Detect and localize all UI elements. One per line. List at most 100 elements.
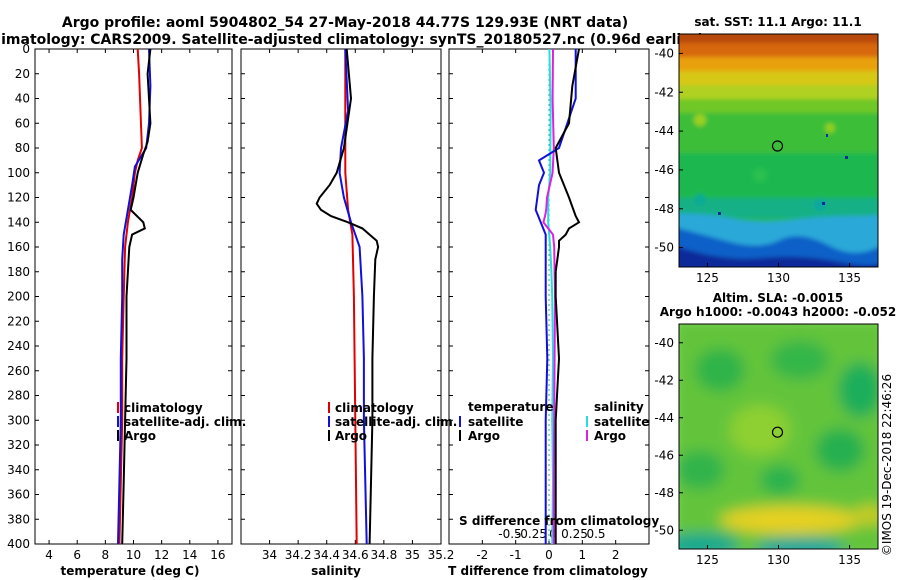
- map-ytick-label: -42: [654, 373, 674, 387]
- ytick-label: 320: [7, 438, 30, 452]
- series-satellite-adj-clim-: [117, 48, 152, 545]
- s-diff-tick-label: 0.25: [561, 527, 588, 541]
- xtick-label: 34.2: [285, 548, 312, 562]
- series-salinity-argo: [542, 48, 557, 544]
- difference-legend: temperature satellite Argo salinity sate…: [459, 400, 649, 443]
- ytick-label: 140: [7, 215, 30, 229]
- xtick-label: -1: [510, 548, 522, 562]
- series-argo: [121, 48, 152, 545]
- difference-xlabel: T difference from climatology: [448, 564, 648, 578]
- legend-temp-satellite: satellite: [468, 415, 523, 429]
- xtick-label: 12: [154, 548, 169, 562]
- map-ytick-label: -50: [654, 241, 674, 255]
- title-line1: Argo profile: aoml 5904802_54 27-May-201…: [62, 15, 628, 31]
- legend-temp-argo: Argo: [468, 429, 500, 443]
- xtick-label: 16: [210, 548, 225, 562]
- series-satellite-adj-clim-: [338, 48, 368, 545]
- sst-map-axes: 125 130 135 -40 -42 -44 -46 -48 -50: [654, 46, 861, 285]
- temperature-legend: climatology satellite-adj. clim. Argo: [117, 401, 246, 443]
- xtick-label: 4: [45, 548, 53, 562]
- ytick-label: 400: [7, 537, 30, 551]
- legend-argo: Argo: [335, 429, 367, 443]
- xtick-label: 2: [612, 548, 620, 562]
- xtick-label: 34.6: [342, 548, 369, 562]
- xtick-label: 35.2: [428, 548, 455, 562]
- map-ytick-label: -40: [654, 336, 674, 350]
- difference-axes: -2 -1 0 1 2-0.5-0.25 0 0.250.5: [449, 48, 649, 562]
- series-salinity-satellite: [547, 48, 555, 545]
- map-ytick-label: -50: [654, 523, 674, 537]
- map-ytick-label: -46: [654, 163, 674, 177]
- xtick-label: 34.4: [313, 548, 340, 562]
- ytick-label: 40: [15, 92, 30, 106]
- ytick-label: 0: [22, 42, 30, 56]
- temperature-xlabel: temperature (deg C): [61, 564, 200, 578]
- sla-argo-location-marker: [771, 426, 784, 438]
- map-xtick-label: 125: [696, 553, 719, 567]
- s-difference-label: S difference from climatology: [459, 514, 659, 528]
- legend-salinity-heading: salinity: [594, 400, 644, 414]
- salinity-axes: 34 34.2 34.4 34.6 34.8 35 35.2: [241, 48, 455, 562]
- xtick-label: 0: [545, 548, 553, 562]
- xtick-label: 34.8: [370, 548, 397, 562]
- legend-climatology: climatology: [335, 401, 414, 415]
- salinity-xlabel: salinity: [311, 564, 361, 578]
- map-xtick-label: 130: [767, 553, 790, 567]
- map-ytick-label: -44: [654, 411, 674, 425]
- xtick-label: 14: [182, 548, 197, 562]
- ytick-label: 360: [7, 488, 30, 502]
- legend-satellite-adj: satellite-adj. clim.: [124, 415, 246, 429]
- ytick-label: 220: [7, 314, 30, 328]
- map-ytick-label: -48: [654, 486, 674, 500]
- sla-map-axes: 125 130 135 -40 -42 -44 -46 -48 -50: [654, 336, 861, 567]
- sla-heatmap: [679, 324, 878, 549]
- map-ytick-label: -42: [654, 85, 674, 99]
- xtick-label: 34: [262, 548, 277, 562]
- xtick-label: 6: [73, 548, 81, 562]
- legend-argo: Argo: [124, 429, 156, 443]
- map-xtick-label: 130: [767, 271, 790, 285]
- ytick-label: 280: [7, 389, 30, 403]
- ytick-label: 380: [7, 512, 30, 526]
- legend-sal-argo: Argo: [594, 429, 626, 443]
- series-temperature-argo: [554, 48, 581, 544]
- sst-heatmap: [679, 34, 878, 267]
- sla-map-title-line1: Altim. SLA: -0.0015: [713, 291, 844, 305]
- ytick-label: 120: [7, 191, 30, 205]
- map-ytick-label: -48: [654, 202, 674, 216]
- salinity-plot: [240, 48, 442, 545]
- difference-plot: [448, 48, 650, 545]
- profile-lines: [117, 48, 581, 545]
- map-xtick-label: 125: [696, 271, 719, 285]
- map-xtick-label: 135: [838, 271, 861, 285]
- xtick-label: 1: [579, 548, 587, 562]
- series-argo: [315, 48, 380, 545]
- map-ytick-label: -44: [654, 124, 674, 138]
- legend-sal-satellite: satellite: [594, 415, 649, 429]
- ytick-label: 300: [7, 413, 30, 427]
- legend-temperature-heading: temperature: [468, 400, 553, 414]
- ytick-label: 260: [7, 364, 30, 378]
- xtick-label: -2: [476, 548, 488, 562]
- s-diff-tick-label: -0.25: [516, 527, 547, 541]
- s-diff-tick-label: -0.5: [498, 527, 521, 541]
- xtick-label: 35: [405, 548, 420, 562]
- ytick-label: 180: [7, 265, 30, 279]
- map-ytick-label: -46: [654, 448, 674, 462]
- map-ytick-label: -40: [654, 46, 674, 60]
- s-diff-tick-label: 0.5: [586, 527, 605, 541]
- ytick-label: 240: [7, 339, 30, 353]
- ytick-label: 60: [15, 116, 30, 130]
- legend-climatology: climatology: [124, 401, 203, 415]
- temperature-plot: [34, 48, 233, 545]
- title-line2: Climatology: CARS2009. Satellite-adjuste…: [0, 32, 704, 48]
- series-temperature-satellite: [534, 49, 577, 544]
- ytick-label: 100: [7, 166, 30, 180]
- legend-satellite-adj: satellite-adj. clim.: [335, 415, 457, 429]
- imos-timestamp: ©IMOS 19-Dec-2018 22:46:26: [880, 374, 894, 556]
- sla-map-title-line2: Argo h1000: -0.0043 h2000: -0.052: [660, 305, 896, 319]
- xtick-label: 8: [102, 548, 110, 562]
- temperature-axes: 0 20 40 60 80 100 120 140 160 180 200 220 240 260 280 3…: [7, 42, 232, 562]
- xtick-label: 10: [126, 548, 141, 562]
- ytick-label: 80: [15, 141, 30, 155]
